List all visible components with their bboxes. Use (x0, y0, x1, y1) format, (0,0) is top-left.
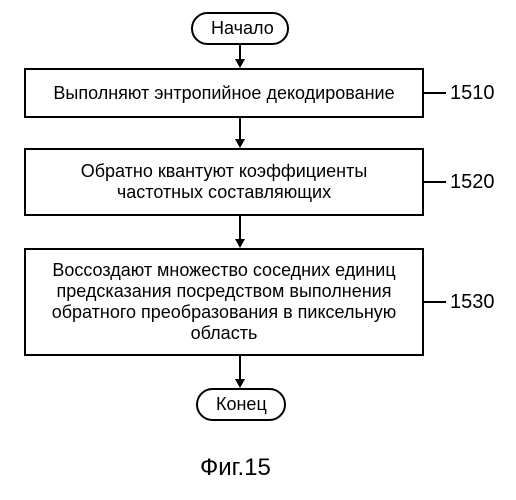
arrow-3 (232, 216, 248, 248)
arrow-2 (232, 118, 248, 148)
flowchart-container: Начало Выполняют энтропийное декодирован… (0, 0, 516, 500)
step3-label: 1530 (450, 291, 495, 314)
start-node: Начало (191, 12, 289, 45)
step1-node: Выполняют энтропийное декодирование (24, 68, 424, 118)
step1-text: Выполняют энтропийное декодирование (53, 83, 394, 104)
arrow-4 (232, 356, 248, 388)
end-label: Конец (216, 394, 267, 414)
figure-label: Фиг.15 (200, 454, 271, 482)
arrow-1 (232, 44, 248, 68)
label-line-2 (424, 180, 446, 184)
label-line-1 (424, 91, 446, 95)
step2-node: Обратно квантуют коэффициенты частотных … (24, 148, 424, 216)
step2-label: 1520 (450, 171, 495, 194)
label-line-3 (424, 300, 446, 304)
end-node: Конец (196, 388, 286, 421)
step2-text: Обратно квантуют коэффициенты частотных … (38, 161, 410, 203)
start-label: Начало (211, 18, 274, 38)
step1-label: 1510 (450, 82, 495, 105)
step3-node: Воссоздают множество соседних единиц пре… (24, 248, 424, 356)
step3-text: Воссоздают множество соседних единиц пре… (38, 260, 410, 344)
